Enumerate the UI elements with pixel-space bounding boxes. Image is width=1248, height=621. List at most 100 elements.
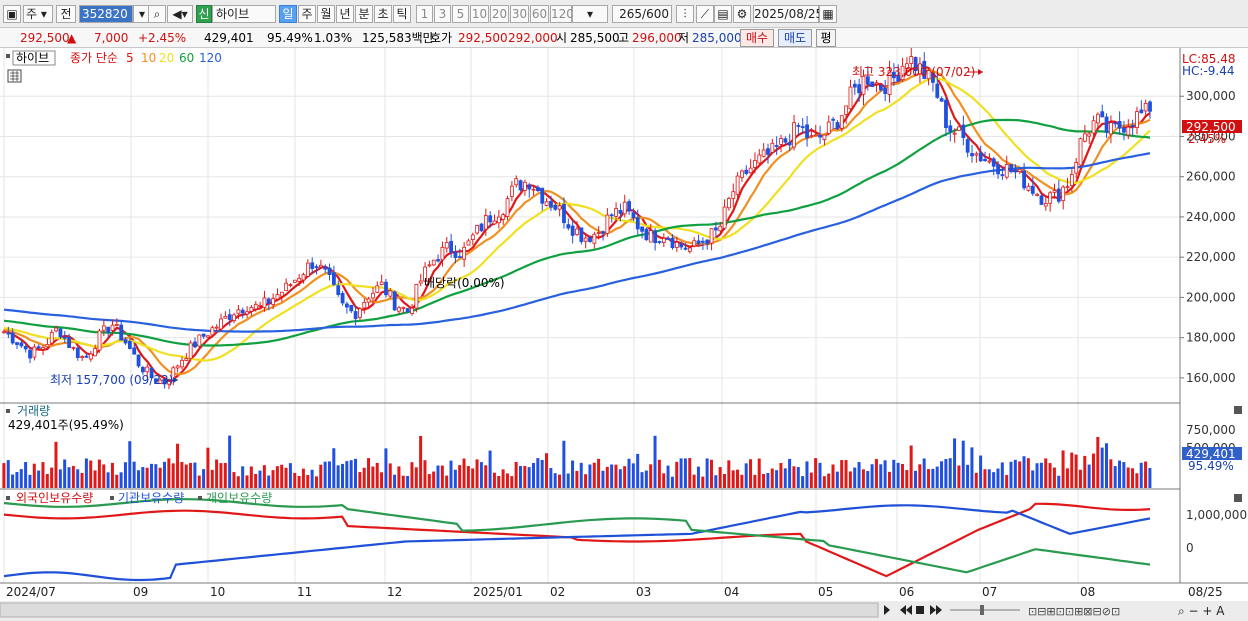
interval-tab-3[interactable]: 3 [434, 5, 451, 23]
volume-bar [731, 470, 735, 488]
volume-bar [1044, 458, 1048, 488]
interval-tab-60[interactable]: 60 [530, 5, 549, 23]
buy-button[interactable]: 매수 [740, 29, 774, 47]
pane-marker-icon [6, 54, 10, 58]
stop-icon[interactable] [916, 606, 924, 614]
volume-bar [89, 460, 93, 488]
candle-body [957, 126, 961, 131]
interval-tab-10[interactable]: 10 [470, 5, 489, 23]
candle-body [123, 339, 128, 344]
volume-bar [197, 475, 201, 488]
ma-period-5[interactable]: 5 [126, 51, 134, 65]
interval-tab-20[interactable]: 20 [490, 5, 509, 23]
scroll-forward-icon[interactable] [930, 605, 942, 615]
market-select[interactable]: 전 [56, 5, 76, 23]
search-icon[interactable]: ⌕ [148, 5, 166, 23]
volume-bar [788, 458, 792, 488]
volume-bar [1139, 462, 1143, 488]
volume-bar [1078, 469, 1082, 488]
candle-type-icon[interactable]: ⫶ [676, 5, 694, 23]
volume-bar [1126, 467, 1130, 488]
volume-bar [848, 471, 852, 488]
stock-name-tag-box[interactable] [12, 50, 56, 66]
stock-code-input[interactable]: 352820 [79, 5, 133, 23]
sell-button[interactable]: 매도 [778, 29, 812, 47]
candle-body [965, 139, 970, 153]
period-type-select[interactable]: 주 ▾ [23, 5, 53, 23]
zoom-icons[interactable]: ⌕ − + A [1178, 604, 1225, 618]
ma-period-60[interactable]: 60 [179, 51, 194, 65]
stock-chart[interactable]: 하이브 종가 단순 5 10 20 60 120 최고 323,000 (07/… [0, 48, 1248, 621]
interval-tab-120[interactable]: 120 [550, 5, 574, 23]
volume-close-icon[interactable] [1234, 406, 1242, 414]
date-field[interactable]: 2025/08/25 [753, 5, 824, 23]
candle-body [1130, 125, 1135, 127]
candle-body [392, 291, 397, 311]
volume-bar [505, 473, 509, 488]
period-tab-0[interactable]: 일 [279, 5, 297, 23]
candle-body [223, 316, 228, 319]
volume-bar [809, 472, 813, 488]
volume-bar [41, 462, 45, 488]
volume-bar [106, 472, 110, 488]
interval-tab-30[interactable]: 30 [510, 5, 529, 23]
interval-tab-1[interactable]: 1 [416, 5, 433, 23]
interval-tab-5[interactable]: 5 [452, 5, 469, 23]
candle-body [332, 272, 336, 285]
volume-bar [818, 462, 822, 488]
horizontal-scrollbar[interactable] [0, 602, 879, 618]
x-tick-label: 02 [550, 585, 565, 599]
candle-body [926, 70, 931, 80]
period-tab-4[interactable]: 분 [355, 5, 373, 23]
period-tab-6[interactable]: 틱 [393, 5, 411, 23]
volume-bar [827, 473, 831, 488]
holding-close-icon[interactable] [1234, 494, 1242, 502]
volume-bar [258, 470, 262, 488]
candle-body [618, 210, 623, 214]
hc-value: HC:-9.44 [1182, 64, 1235, 78]
volume-bar [63, 459, 67, 488]
candle-body [154, 378, 158, 383]
stock-name-field[interactable]: 하이브 [212, 5, 276, 23]
draw-line-icon[interactable]: ⟋ [696, 5, 714, 23]
volume-bar [653, 435, 657, 488]
volume-bar [110, 462, 114, 488]
ma-period-120[interactable]: 120 [199, 51, 222, 65]
eval-button[interactable]: 평 [816, 29, 836, 47]
stock-name-tag: 하이브 [16, 51, 49, 65]
candle-body [327, 267, 332, 275]
volume-bar [314, 476, 318, 488]
candle-body [314, 266, 319, 269]
volume-bar [401, 475, 405, 488]
zoom-slider-handle[interactable] [980, 605, 984, 615]
period-tab-1[interactable]: 주 [298, 5, 316, 23]
volume-bar [319, 464, 323, 488]
current-price-tag-box [1182, 120, 1242, 133]
volume-bar [892, 459, 896, 488]
chart-menu-icon[interactable]: ▣ [3, 5, 21, 23]
volume-bar [679, 458, 683, 488]
period-tab-3[interactable]: 년 [336, 5, 354, 23]
save-icon[interactable]: ▤ [714, 5, 732, 23]
ma-period-20[interactable]: 20 [159, 51, 174, 65]
speaker-icon[interactable]: ◀▾ [167, 5, 193, 23]
scroll-right-icon[interactable] [884, 605, 890, 615]
volume-bar [775, 470, 779, 488]
scroll-back-icon[interactable] [900, 605, 912, 615]
volume-bar [514, 461, 518, 488]
period-tab-2[interactable]: 월 [317, 5, 335, 23]
period-tab-5[interactable]: 초 [374, 5, 392, 23]
gear-icon[interactable]: ⚙ [733, 5, 751, 23]
volume-bar [566, 473, 570, 488]
ma-period-10[interactable]: 10 [141, 51, 156, 65]
candle-body [753, 160, 757, 168]
candle-body [240, 309, 245, 314]
candle-body [167, 381, 171, 385]
volume-bar [1031, 470, 1035, 488]
count-value: 265 [619, 7, 643, 21]
tool-icons[interactable]: ⊡⊟⊞⊡⊡⊞⊠⊟⊘⊡ [1028, 605, 1120, 618]
calendar-icon[interactable]: ▦ [819, 5, 837, 23]
count-field[interactable]: 265/600 [612, 5, 672, 23]
holding-pane-marker [6, 496, 10, 500]
extra-dropdown[interactable]: ▾ [572, 5, 608, 23]
